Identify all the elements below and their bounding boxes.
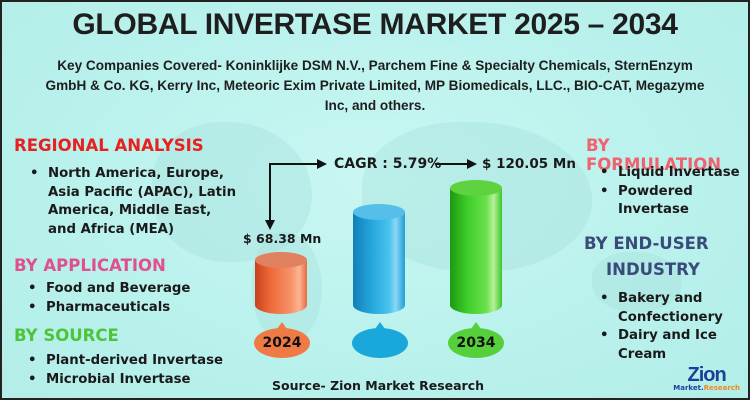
end-value-label: $ 120.05 Mn (482, 156, 576, 172)
list-item: Plant-derived Invertase (28, 352, 258, 371)
list-item: Food and Beverage (28, 280, 248, 299)
zion-logo: Zion Market.Research (673, 364, 740, 392)
regional-list: North America, Europe, Asia Pacific (APA… (30, 165, 240, 239)
list-item: Liquid Invertase (600, 164, 748, 183)
start-value-label: $ 68.38 Mn (243, 231, 322, 246)
source-list: Plant-derived Invertase Microbial Invert… (28, 352, 258, 389)
bar-middle (353, 204, 405, 314)
regional-analysis-heading: REGIONAL ANALYSIS (14, 136, 204, 155)
key-companies-text: Key Companies Covered- Koninklijke DSM N… (45, 58, 705, 113)
bar-2024 (255, 252, 307, 314)
year-label-2024: 2024 (262, 335, 302, 351)
year-bubble-middle (352, 322, 408, 358)
logo-brand: Zion (687, 364, 727, 386)
by-end-user-heading-line1: BY END-USER (584, 234, 709, 253)
year-bubble-2034: 2034 (448, 322, 504, 358)
list-item: Dairy and Ice Cream (600, 327, 748, 364)
year-label-2034: 2034 (456, 335, 496, 351)
bar-2034 (450, 180, 502, 314)
formulation-list: Liquid Invertase Powdered Invertase (600, 164, 748, 220)
year-bubble-2024: 2024 (254, 322, 310, 358)
by-application-heading: BY APPLICATION (14, 256, 166, 275)
page-title: GLOBAL INVERTASE MARKET 2025 – 2034 (72, 8, 678, 41)
cagr-label: CAGR : 5.79% (334, 156, 442, 172)
end-user-list: Bakery and Confectionery Dairy and Ice C… (600, 290, 748, 364)
by-end-user-heading-line2: INDUSTRY (606, 260, 700, 279)
list-item: Bakery and Confectionery (600, 290, 748, 327)
list-item: Microbial Invertase (28, 371, 258, 390)
source-text: Source- Zion Market Research (272, 378, 485, 393)
logo-subtitle: Market.Research (673, 384, 740, 392)
cagr-arrows (265, 159, 477, 230)
list-item: Pharmaceuticals (28, 299, 248, 318)
application-list: Food and Beverage Pharmaceuticals (28, 280, 248, 317)
list-item: Powdered Invertase (600, 183, 748, 220)
by-source-heading: BY SOURCE (14, 326, 119, 345)
list-item: North America, Europe, Asia Pacific (APA… (30, 165, 240, 239)
